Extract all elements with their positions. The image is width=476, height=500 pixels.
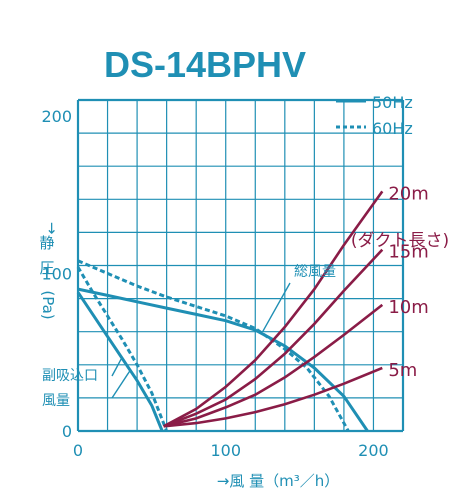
annotation-leaders [111, 282, 291, 399]
y-axis-label: → 静 圧 (Pa) [39, 222, 61, 320]
x-tick-label: 100 [210, 441, 241, 460]
x-axis-label: →風 量（m³／h） [217, 472, 339, 490]
leader-sub-intake-1 [111, 356, 123, 377]
annotation-sub-intake-line2: 風量 [42, 393, 70, 409]
chart-series [76, 259, 369, 432]
chart-legend: 50Hz 60Hz [336, 93, 413, 138]
duct-curve-20m [163, 190, 384, 428]
annotation-sub-intake-line1: 副吸込口 [42, 368, 98, 384]
duct-length-header: (ダクト長さ) [351, 231, 449, 251]
x-tick-label: 0 [73, 441, 83, 460]
y-tick-label: 100 [41, 264, 72, 283]
chart-title: DS-14BPHV [104, 44, 306, 85]
series-sub-50hz [76, 291, 164, 432]
duct-label-10m: 10m [388, 297, 428, 318]
annotation-total-airflow: 総風量 [294, 264, 336, 280]
y-axis-label-char-2: 圧 [39, 259, 54, 277]
leader-total-airflow [262, 282, 291, 333]
duct-curve-15m [163, 248, 384, 428]
duct-label-15m: 15m [388, 242, 428, 263]
duct-label-5m: 5m [388, 360, 417, 381]
series-total-50hz [77, 287, 369, 432]
y-axis-label-char-1: 静 [39, 234, 54, 252]
duct-curve-5m [163, 366, 383, 428]
y-tick-label: 200 [41, 107, 72, 126]
annotation-total-airflow-label: 総風量 [294, 264, 336, 280]
annotation-sub-intake: 副吸込口 風量 [42, 368, 98, 409]
legend-label-50hz: 50Hz [372, 93, 413, 112]
duct-curve-10m [163, 303, 384, 428]
duct-label-20m: 20m [388, 183, 428, 204]
x-tick-label: 200 [358, 441, 389, 460]
series-total-60hz [77, 259, 350, 432]
y-tick-label: 0 [62, 422, 72, 441]
leader-sub-intake-2 [111, 370, 131, 399]
y-axis-label-unit: (Pa) [39, 290, 57, 319]
duct-curves: 20m 15m 10m 5m [163, 183, 429, 428]
series-sub-60hz [76, 266, 168, 432]
y-axis-label-arrow: → [43, 222, 61, 235]
legend-label-60hz: 60Hz [372, 119, 413, 138]
